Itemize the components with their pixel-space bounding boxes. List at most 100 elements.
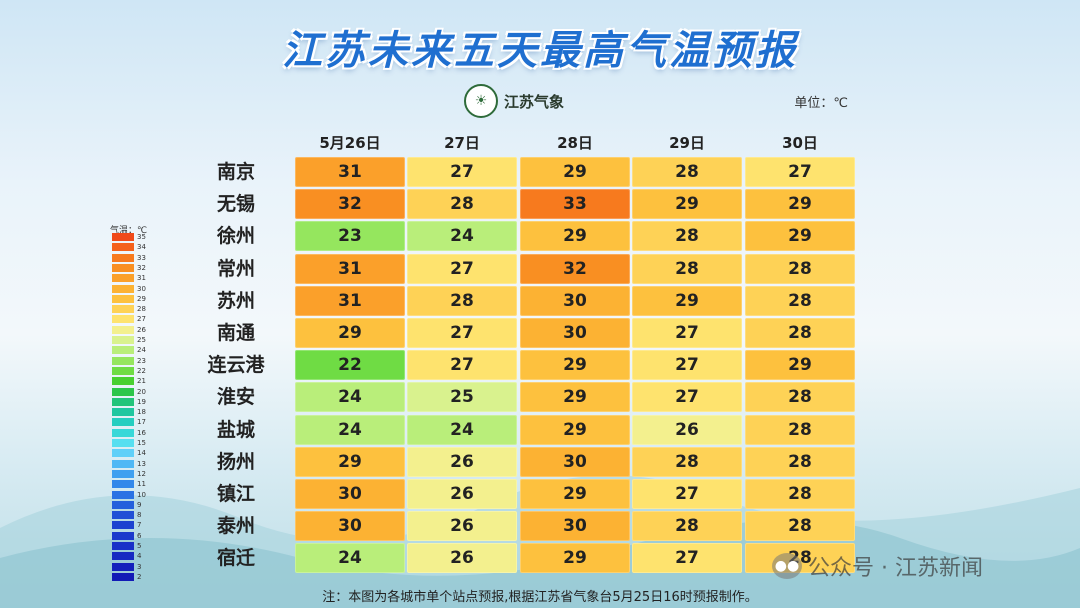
page-title: 江苏未来五天最高气温预报 [282, 28, 798, 74]
heatmap-cell: 24 [407, 221, 517, 252]
legend-value: 3 [137, 562, 142, 571]
heatmap-cell: 27 [407, 253, 517, 284]
heatmap-cell: 29 [745, 350, 855, 381]
heatmap-cell: 28 [745, 414, 855, 445]
legend-swatch [112, 243, 134, 252]
heatmap-cell: 24 [295, 543, 405, 574]
legend-value: 22 [137, 366, 146, 375]
heatmap-cell: 29 [632, 285, 742, 316]
heatmap-cell: 27 [632, 479, 742, 509]
legend-value: 13 [137, 459, 146, 468]
heatmap-cell: 29 [520, 157, 630, 187]
heatmap-cell: 28 [745, 479, 855, 509]
legend-swatch [112, 480, 134, 489]
legend-value: 7 [137, 521, 142, 530]
heatmap-cell: 22 [295, 350, 405, 381]
heatmap-cell: 30 [520, 446, 630, 477]
legend-swatch [112, 552, 134, 561]
legend-swatch [112, 531, 134, 540]
legend-swatch [112, 325, 134, 334]
legend-swatch [112, 315, 134, 324]
legend-swatch [112, 377, 134, 386]
meteorological-badge-icon: ☀ [464, 84, 498, 118]
legend-value: 9 [137, 500, 142, 509]
column-header: 27日 [444, 134, 480, 152]
heatmap-cell: 30 [295, 511, 405, 542]
legend-swatch [112, 500, 134, 509]
legend-value: 5 [137, 542, 142, 550]
heatmap-cell: 24 [295, 382, 405, 413]
heatmap-cell: 28 [745, 382, 855, 413]
legend-swatch [112, 346, 134, 355]
city-label: 常州 [216, 257, 255, 280]
heatmap-cell: 28 [632, 221, 742, 252]
column-header: 30日 [782, 134, 818, 152]
heatmap-cell: 30 [520, 318, 630, 348]
heatmap-cell: 26 [407, 479, 517, 509]
heatmap-cell: 31 [295, 285, 405, 316]
heatmap-cell: 27 [407, 157, 517, 187]
legend-value: 19 [137, 397, 146, 406]
heatmap-cell: 27 [407, 350, 517, 381]
heatmap-cell: 25 [407, 382, 517, 413]
city-label: 南京 [216, 161, 255, 183]
city-label: 宿迁 [216, 547, 255, 570]
wechat-icon: ●● [772, 553, 802, 579]
city-label: 泰州 [216, 515, 255, 538]
heatmap-cell: 32 [295, 189, 405, 220]
legend-value: 6 [137, 531, 142, 540]
heatmap-cell: 28 [407, 189, 517, 220]
legend-value: 29 [137, 294, 146, 303]
heatmap-cell: 29 [632, 189, 742, 220]
city-label: 南通 [216, 322, 255, 344]
legend-swatch [112, 469, 134, 478]
legend-swatch [112, 418, 134, 427]
heatmap-cell: 29 [520, 350, 630, 381]
legend-value: 16 [137, 428, 146, 437]
heatmap-cell: 28 [745, 253, 855, 284]
legend-swatch [112, 511, 134, 520]
heatmap-cell: 27 [632, 382, 742, 413]
legend-swatch [112, 336, 134, 344]
heatmap-cell: 28 [745, 285, 855, 316]
heatmap-cell: 28 [407, 285, 517, 316]
legend-swatch [112, 572, 134, 581]
legend-swatch [112, 233, 134, 241]
city-label: 无锡 [216, 193, 255, 216]
heatmap-cell: 28 [632, 446, 742, 477]
heatmap-cell: 23 [295, 221, 405, 252]
heatmap-cell: 28 [632, 157, 742, 187]
legend-swatch [112, 397, 134, 406]
heatmap-cell: 26 [632, 414, 742, 445]
heatmap-cell: 24 [295, 414, 405, 445]
legend-value: 24 [137, 346, 146, 355]
heatmap-cell: 31 [295, 253, 405, 284]
legend-value: 23 [137, 356, 146, 365]
legend-swatch [112, 439, 134, 447]
heatmap-cell: 27 [632, 543, 742, 574]
legend-value: 18 [137, 408, 146, 417]
heatmap-cell: 29 [745, 221, 855, 252]
heatmap-cell: 29 [745, 189, 855, 220]
legend-swatch [112, 263, 134, 272]
legend-swatch [112, 387, 134, 396]
unit-label: 单位：℃ [794, 96, 848, 111]
legend-value: 25 [137, 336, 146, 344]
heatmap-cell: 31 [295, 157, 405, 187]
legend-value: 14 [137, 449, 146, 458]
legend-swatch [112, 521, 134, 530]
legend-value: 34 [137, 243, 146, 252]
legend-value: 31 [137, 274, 146, 283]
heatmap-cell: 29 [295, 446, 405, 477]
legend-swatch [112, 274, 134, 283]
heatmap-cell: 26 [407, 543, 517, 574]
city-label: 盐城 [216, 418, 255, 441]
heatmap-cell: 33 [520, 189, 630, 220]
legend-value: 28 [137, 305, 146, 314]
legend-value: 20 [137, 387, 146, 396]
legend-swatch [112, 305, 134, 314]
legend-swatch [112, 459, 134, 468]
legend-value: 4 [137, 552, 142, 561]
heatmap-cell: 29 [295, 318, 405, 348]
city-label: 镇江 [216, 483, 255, 505]
